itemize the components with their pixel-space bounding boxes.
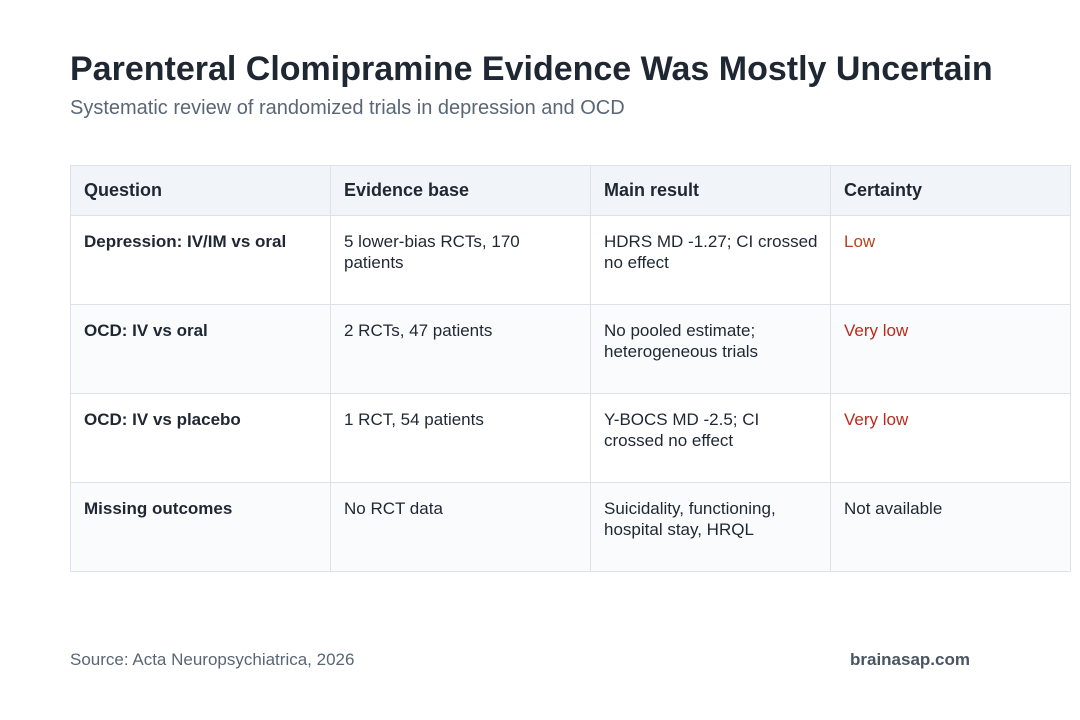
evidence-cell: 5 lower-bias RCTs, 170 patients — [330, 215, 591, 305]
table-row: Depression: IV/IM vs oral 5 lower-bias R… — [70, 215, 1071, 305]
certainty-cell: Very low — [830, 304, 1071, 394]
evidence-cell: 1 RCT, 54 patients — [330, 393, 591, 483]
table-row: Missing outcomes No RCT data Suicidality… — [70, 482, 1071, 572]
source-citation: Source: Acta Neuropsychiatrica, 2026 — [70, 650, 355, 669]
result-cell: HDRS MD -1.27; CI crossed no effect — [590, 215, 831, 305]
result-cell: No pooled estimate; heterogeneous trials — [590, 304, 831, 394]
column-header-certainty: Certainty — [830, 165, 1071, 216]
column-header-main-result: Main result — [590, 165, 831, 216]
question-cell: Missing outcomes — [70, 482, 331, 572]
table-header-row: Question Evidence base Main result Certa… — [70, 165, 1071, 216]
column-header-evidence-base: Evidence base — [330, 165, 591, 216]
certainty-cell: Very low — [830, 393, 1071, 483]
page-subtitle: Systematic review of randomized trials i… — [70, 97, 625, 119]
certainty-cell: Low — [830, 215, 1071, 305]
certainty-cell: Not available — [830, 482, 1071, 572]
question-cell: OCD: IV vs placebo — [70, 393, 331, 483]
table-row: OCD: IV vs placebo 1 RCT, 54 patients Y-… — [70, 393, 1071, 483]
result-cell: Y-BOCS MD -2.5; CI crossed no effect — [590, 393, 831, 483]
page-title: Parenteral Clomipramine Evidence Was Mos… — [70, 50, 993, 88]
question-cell: Depression: IV/IM vs oral — [70, 215, 331, 305]
result-cell: Suicidality, functioning, hospital stay,… — [590, 482, 831, 572]
table-row: OCD: IV vs oral 2 RCTs, 47 patients No p… — [70, 304, 1071, 394]
evidence-table: Question Evidence base Main result Certa… — [70, 165, 1071, 572]
question-cell: OCD: IV vs oral — [70, 304, 331, 394]
evidence-cell: No RCT data — [330, 482, 591, 572]
column-header-question: Question — [70, 165, 331, 216]
brand-label: brainasap.com — [850, 650, 970, 669]
evidence-cell: 2 RCTs, 47 patients — [330, 304, 591, 394]
